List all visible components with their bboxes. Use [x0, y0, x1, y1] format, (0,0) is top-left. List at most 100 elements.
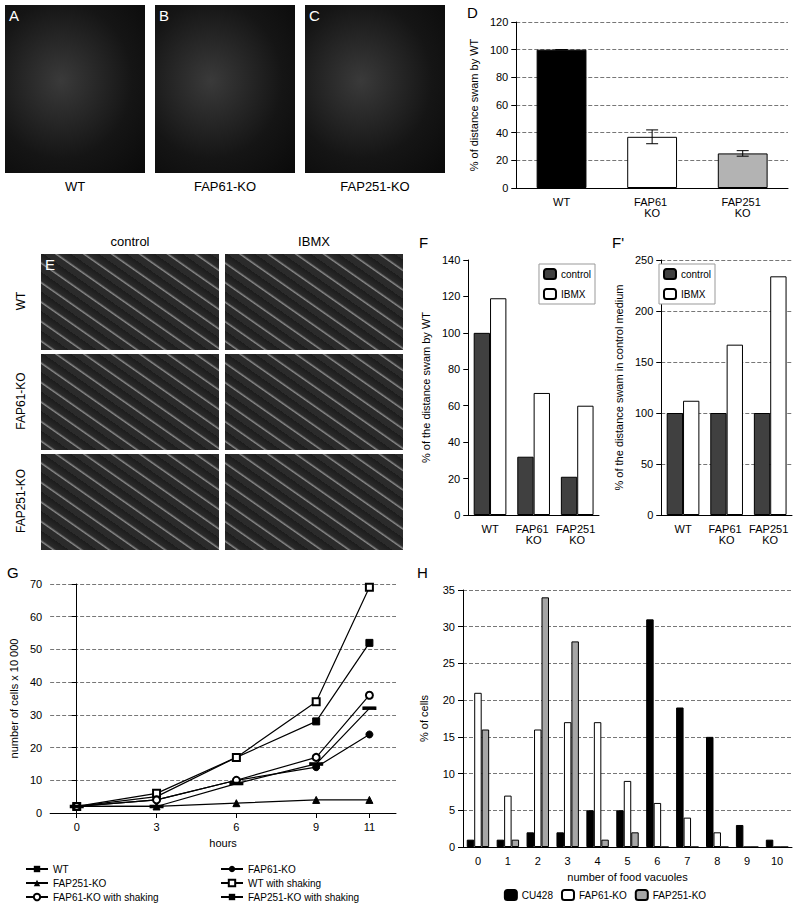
svg-text:control: control: [681, 269, 711, 280]
svg-text:8: 8: [714, 855, 720, 867]
svg-text:WT: WT: [674, 523, 691, 535]
svg-text:0: 0: [475, 855, 481, 867]
svg-text:number of food vacuoles: number of food vacuoles: [567, 871, 688, 883]
svg-text:20: 20: [448, 473, 460, 485]
svg-text:11: 11: [364, 821, 375, 833]
svg-text:WT with shaking: WT with shaking: [248, 878, 321, 889]
svg-text:10: 10: [443, 768, 455, 780]
html-text:FAP251-KO: FAP251-KO: [14, 469, 28, 533]
svg-text:0: 0: [74, 821, 80, 833]
svg-text:80: 80: [448, 363, 460, 375]
svg-text:FAP61-KO: FAP61-KO: [579, 890, 627, 901]
svg-text:WT: WT: [53, 864, 69, 875]
svg-text:F': F': [612, 234, 624, 251]
svg-text:G: G: [7, 564, 19, 581]
svg-text:FAP251: FAP251: [721, 195, 764, 208]
svg-text:% of the distance swam in cont: % of the distance swam in control medium: [613, 284, 625, 490]
svg-text:hours: hours: [209, 837, 237, 849]
html-text:FAP61-KO: FAP61-KO: [14, 372, 28, 430]
svg-text:60: 60: [448, 400, 460, 412]
svg-text:FAP251-KO: FAP251-KO: [653, 890, 707, 901]
html-text:WT: WT: [14, 291, 28, 311]
svg-text:40: 40: [496, 127, 508, 139]
svg-text:9: 9: [744, 855, 750, 867]
svg-text:30: 30: [30, 709, 42, 721]
svg-text:IBMX: IBMX: [681, 289, 706, 300]
svg-text:25: 25: [443, 657, 455, 669]
html-text:control: control: [110, 234, 150, 249]
svg-text:35: 35: [443, 584, 455, 596]
svg-text:3: 3: [153, 821, 159, 833]
svg-text:WT: WT: [481, 523, 498, 535]
svg-text:5: 5: [624, 855, 630, 867]
svg-text:50: 50: [641, 458, 653, 470]
svg-text:10: 10: [30, 774, 42, 786]
svg-text:IBMX: IBMX: [561, 289, 586, 300]
svg-text:6: 6: [654, 855, 660, 867]
svg-text:KO: KO: [735, 207, 751, 219]
svg-text:0: 0: [647, 509, 653, 521]
svg-text:% of distance swam by WT: % of distance swam by WT: [468, 38, 480, 171]
svg-text:40: 40: [30, 676, 42, 688]
svg-text:80: 80: [496, 71, 508, 83]
svg-text:CU428: CU428: [522, 890, 554, 901]
svg-text:100: 100: [635, 407, 653, 419]
svg-text:120: 120: [490, 16, 508, 28]
html-text:FAP61-KO: FAP61-KO: [193, 179, 257, 194]
svg-text:D: D: [467, 4, 478, 21]
svg-text:5: 5: [449, 804, 455, 816]
svg-text:0: 0: [502, 182, 508, 194]
svg-text:30: 30: [443, 621, 455, 633]
svg-text:50: 50: [30, 643, 42, 655]
svg-text:140: 140: [442, 254, 460, 266]
svg-text:120: 120: [442, 290, 460, 302]
svg-text:KO: KO: [719, 534, 735, 546]
svg-text:20: 20: [443, 694, 455, 706]
svg-text:70: 70: [30, 578, 42, 590]
html-text:IBMX: IBMX: [298, 234, 330, 249]
svg-text:15: 15: [443, 731, 455, 743]
svg-text:WT: WT: [553, 196, 570, 208]
svg-text:3: 3: [565, 855, 571, 867]
svg-text:0: 0: [454, 509, 460, 521]
svg-text:1: 1: [505, 855, 511, 867]
svg-text:2: 2: [535, 855, 541, 867]
svg-text:FAP61-KO with shaking: FAP61-KO with shaking: [53, 892, 159, 903]
svg-text:FAP61: FAP61: [515, 522, 552, 535]
svg-text:KO: KO: [762, 534, 778, 546]
svg-text:40: 40: [448, 436, 460, 448]
svg-text:4: 4: [595, 855, 601, 867]
svg-text:% of the distance swam by WT: % of the distance swam by WT: [420, 312, 432, 463]
svg-text:FAP61: FAP61: [708, 522, 745, 535]
svg-text:200: 200: [635, 305, 653, 317]
svg-text:KO: KO: [569, 534, 585, 546]
svg-text:20: 20: [496, 154, 508, 166]
svg-text:F: F: [419, 234, 428, 251]
svg-text:250: 250: [635, 254, 653, 266]
svg-text:FAP251: FAP251: [556, 522, 599, 535]
svg-text:0: 0: [36, 807, 42, 819]
html-text:FAP251-KO: FAP251-KO: [340, 179, 410, 194]
svg-text:KO: KO: [526, 534, 542, 546]
svg-text:H: H: [417, 564, 428, 581]
svg-text:FAP251-KO: FAP251-KO: [53, 878, 107, 889]
svg-text:100: 100: [442, 327, 460, 339]
svg-text:FAP61: FAP61: [634, 195, 671, 208]
svg-text:20: 20: [30, 742, 42, 754]
svg-text:60: 60: [30, 611, 42, 623]
svg-text:9: 9: [313, 821, 319, 833]
svg-text:% of cells: % of cells: [418, 694, 430, 742]
html-text:WT: WT: [64, 179, 86, 194]
svg-text:10: 10: [771, 855, 783, 867]
svg-text:6: 6: [233, 821, 239, 833]
svg-text:150: 150: [635, 356, 653, 368]
svg-text:100: 100: [490, 44, 508, 56]
svg-text:number of cells x 10 000: number of cells x 10 000: [8, 639, 20, 759]
svg-text:FAP251-KO with shaking: FAP251-KO with shaking: [248, 892, 359, 903]
svg-text:control: control: [561, 269, 591, 280]
svg-text:FAP61-KO: FAP61-KO: [248, 864, 296, 875]
svg-text:KO: KO: [644, 207, 660, 219]
svg-text:0: 0: [449, 841, 455, 853]
svg-text:60: 60: [496, 99, 508, 111]
svg-text:7: 7: [684, 855, 690, 867]
